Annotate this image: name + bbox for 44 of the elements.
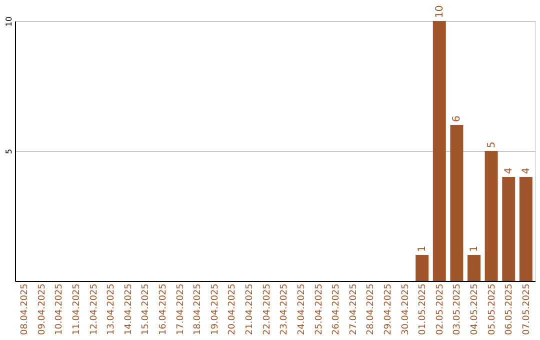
data-label: 5 bbox=[486, 142, 498, 148]
x-tick-label: 21.04.2025 bbox=[245, 284, 256, 336]
bar bbox=[484, 151, 498, 281]
bar bbox=[416, 255, 429, 281]
x-tick-label: 01.05.2025 bbox=[418, 284, 428, 336]
x-tick-label: 20.04.2025 bbox=[228, 284, 238, 336]
x-tick-label: 17.04.2025 bbox=[176, 284, 186, 336]
bar bbox=[468, 255, 480, 281]
bar bbox=[502, 177, 516, 281]
x-tick-label: 04.05.2025 bbox=[470, 284, 480, 336]
bar bbox=[519, 177, 532, 281]
x-tick-label: 14.04.2025 bbox=[124, 284, 134, 336]
x-tick-label: 11.04.2025 bbox=[72, 284, 82, 336]
x-tick-label: 24.04.2025 bbox=[296, 284, 307, 336]
data-label: 1 bbox=[417, 246, 428, 252]
x-tick-label: 13.04.2025 bbox=[106, 284, 117, 336]
x-tick-label: 06.05.2025 bbox=[504, 284, 515, 336]
x-tick-label: 29.04.2025 bbox=[383, 284, 394, 336]
x-tick-label: 03.05.2025 bbox=[452, 284, 463, 336]
x-tick-label: 26.04.2025 bbox=[332, 284, 342, 336]
x-tick-label: 12.04.2025 bbox=[89, 284, 100, 336]
x-tick-label: 23.04.2025 bbox=[280, 284, 290, 336]
x-tick-label: 15.04.2025 bbox=[141, 284, 152, 336]
x-tick-label: 07.05.2025 bbox=[522, 284, 532, 336]
x-tick-label: 18.04.2025 bbox=[193, 284, 204, 336]
data-label: 4 bbox=[504, 168, 515, 174]
x-tick-label: 22.04.2025 bbox=[262, 284, 272, 336]
x-tick-label: 09.04.2025 bbox=[37, 284, 48, 336]
bar bbox=[450, 125, 464, 281]
data-label: 6 bbox=[452, 116, 463, 122]
data-label: 1 bbox=[469, 246, 480, 252]
x-tick-label: 27.04.2025 bbox=[348, 284, 359, 336]
x-tick-label: 28.04.2025 bbox=[366, 284, 376, 336]
x-tick-label: 02.05.2025 bbox=[435, 284, 446, 336]
data-label: 10 bbox=[434, 5, 446, 18]
x-tick-label: 19.04.2025 bbox=[210, 284, 220, 336]
data-label: 4 bbox=[520, 168, 532, 174]
x-tick-label: 10.04.2025 bbox=[54, 284, 65, 336]
x-tick-label: 25.04.2025 bbox=[314, 284, 324, 336]
x-tick-label: 08.04.2025 bbox=[20, 284, 30, 336]
x-tick-label: 16.04.2025 bbox=[158, 284, 169, 336]
bar bbox=[432, 21, 446, 281]
x-tick-label: 30.04.2025 bbox=[400, 284, 411, 336]
x-tick-label: 05.05.2025 bbox=[487, 284, 498, 336]
